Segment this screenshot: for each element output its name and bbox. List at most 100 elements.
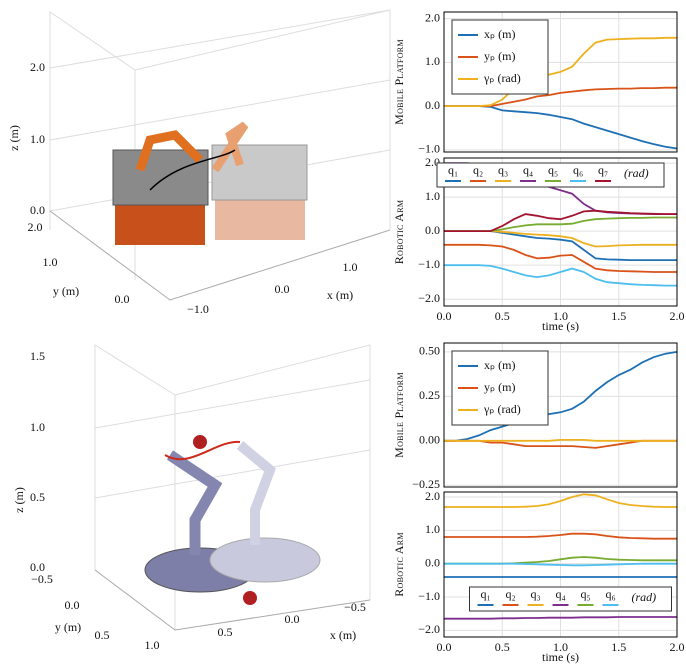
x-tick-label: 1.5 (611, 640, 626, 654)
y-tick-label: 2.0 (425, 155, 440, 169)
series-line (444, 562, 677, 567)
frame (174, 344, 371, 600)
y-tick-label: 0.0 (425, 223, 440, 237)
z-axis-label: z (m) (7, 125, 21, 151)
series-line (444, 493, 677, 508)
x-tick-label: 1.5 (611, 309, 626, 323)
series-line (444, 532, 677, 540)
series-line (444, 209, 677, 232)
y-tick-label: 1.0 (425, 54, 440, 68)
legend-label: xₚ (m) (484, 27, 515, 41)
z-tick-label: 2.0 (30, 60, 45, 74)
base (209, 537, 321, 583)
y-tick-label: 0.50 (419, 344, 440, 358)
z-tick-label: 1.0 (30, 420, 45, 434)
y-tick-label: −2.0 (418, 291, 440, 305)
z-tick-label: 0.0 (30, 203, 45, 217)
chart: −0.25 0.00 0.25 0.50 Mobile Platform xₚ (m) yₚ… (392, 342, 678, 491)
legend-label: q₄ (556, 587, 566, 601)
legend-box (436, 162, 665, 188)
z-axis-label: z (m) (12, 487, 26, 513)
legend-label: q₂ (473, 163, 483, 177)
arm (135, 130, 204, 172)
render-top (49, 9, 391, 301)
x-axis-label: time (s) (542, 650, 579, 664)
arm (236, 441, 276, 545)
frame (94, 569, 371, 631)
legend-label: q₇ (598, 163, 608, 177)
x-axis-label: time (s) (542, 319, 579, 333)
base (115, 200, 205, 245)
y-tick-label: 0.25 (419, 388, 440, 402)
y-tick-label: −0.25 (412, 477, 440, 491)
legend-label: q₅ (548, 163, 558, 177)
x-tick-label: 0.5 (495, 640, 510, 654)
plot-frame (443, 491, 678, 638)
series-line (444, 351, 678, 442)
series-line (444, 439, 677, 442)
x-axis-label: x (m) (330, 628, 356, 642)
legend-label: q₃ (498, 163, 508, 177)
legend-label: q₃ (531, 587, 541, 601)
frame (49, 210, 391, 301)
y-tick-label: 0.00 (419, 433, 440, 447)
arm (166, 450, 223, 555)
base (215, 195, 305, 240)
legend-label: γₚ (rad) (483, 402, 521, 416)
legend-label: q₄ (523, 163, 533, 177)
legend-label: q₁ (481, 587, 491, 601)
y-tick-label: 0.5 (95, 628, 110, 642)
y-axis-label: Mobile Platform (392, 39, 406, 125)
render-bottom (94, 344, 371, 631)
chart: −1.0 0.0 1.0 2.0 Mobile Platform xₚ (m) yₚ (m)… (392, 10, 678, 156)
y-tick-label: −1.0 (418, 142, 440, 156)
x-tick-label: 2.0 (670, 640, 685, 654)
y-axis-label: Robotic Arm (392, 200, 406, 265)
x-tick-label: −1.0 (187, 302, 209, 316)
legend-unit: (rad) (632, 590, 657, 604)
z-tick-label: 0.0 (30, 560, 45, 574)
z-tick-label: 1.0 (30, 132, 45, 146)
series-line (444, 243, 677, 273)
plot-frame (443, 157, 678, 307)
y-axis-label: y (m) (55, 620, 81, 634)
y-tick-label: 2.0 (28, 220, 43, 234)
y-tick-label: 2.0 (425, 489, 440, 503)
y-axis-label: Robotic Arm (392, 532, 406, 597)
grid (49, 79, 391, 141)
x-tick-label: 2.0 (670, 309, 685, 323)
z-tick-label: 1.5 (30, 349, 45, 363)
x-tick-label: 1.0 (145, 638, 160, 652)
x-tick-label: 0.0 (437, 309, 452, 323)
legend-label: q₁ (448, 163, 458, 177)
x-tick-label: −0.5 (344, 600, 366, 614)
x-axis-label: x (m) (327, 288, 353, 302)
legend-unit: (rad) (624, 166, 649, 180)
y-tick-label: 2.0 (425, 10, 440, 24)
frame (94, 344, 176, 630)
path (164, 440, 241, 461)
target (243, 591, 257, 605)
y-tick-label: 0.0 (425, 555, 440, 569)
series-line (444, 616, 677, 620)
y-tick-label: −2.0 (418, 622, 440, 636)
x-tick-label: 1.0 (343, 260, 358, 274)
legend-label: q₅ (581, 587, 591, 601)
y-tick-label: 1.0 (425, 522, 440, 536)
x-tick-label: 0.0 (275, 282, 290, 296)
y-tick-label: −1.0 (418, 257, 440, 271)
x-tick-label: 0.5 (218, 625, 233, 639)
x-tick-label: 1.0 (553, 640, 568, 654)
x-tick-label: 0.5 (495, 309, 510, 323)
legend-label: q₆ (606, 587, 616, 601)
platform (112, 149, 209, 206)
y-tick-label: 0.0 (65, 598, 80, 612)
legend-label: q₂ (506, 587, 516, 601)
y-tick-label: 1.0 (425, 189, 440, 203)
x-tick-label: 0.0 (285, 612, 300, 626)
legend-label: q₆ (573, 163, 583, 177)
x-tick-label: 0.0 (437, 640, 452, 654)
z-tick-label: 0.5 (30, 490, 45, 504)
plot-frame (443, 11, 678, 153)
